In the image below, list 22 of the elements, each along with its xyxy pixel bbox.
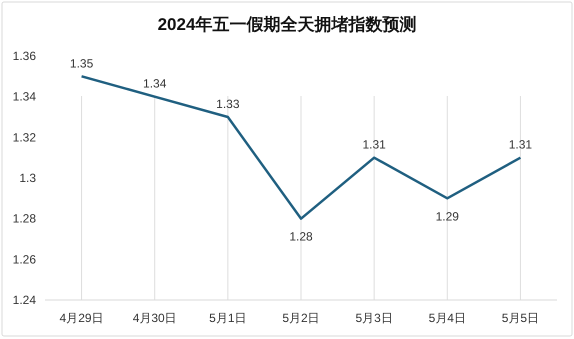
x-tick-label: 4月30日 [132, 311, 177, 325]
data-label: 1.34 [143, 76, 167, 91]
y-tick-label: 1.24 [12, 293, 36, 307]
y-tick-label: 1.36 [12, 49, 36, 63]
data-label: 1.29 [436, 209, 460, 224]
data-label: 1.35 [70, 56, 94, 70]
x-tick-label: 5月4日 [428, 311, 466, 325]
x-tick-label: 5月3日 [355, 311, 393, 325]
y-tick-label: 1.34 [12, 90, 36, 104]
data-label: 1.28 [289, 230, 313, 244]
data-label: 1.31 [362, 138, 386, 152]
x-tick-label: 5月1日 [209, 311, 247, 325]
y-tick-label: 1.28 [12, 212, 36, 226]
x-tick-label: 4月29日 [60, 311, 104, 325]
x-tick-label: 5月2日 [282, 311, 320, 325]
y-tick-label: 1.3 [19, 171, 36, 185]
y-tick-label: 1.26 [12, 252, 36, 266]
y-tick-label: 1.32 [12, 130, 36, 144]
x-tick-label: 5月5日 [502, 311, 540, 325]
chart-title: 2024年五一假期全天拥堵指数预测 [158, 15, 416, 34]
data-label: 1.31 [508, 138, 532, 152]
data-label: 1.33 [216, 97, 240, 111]
